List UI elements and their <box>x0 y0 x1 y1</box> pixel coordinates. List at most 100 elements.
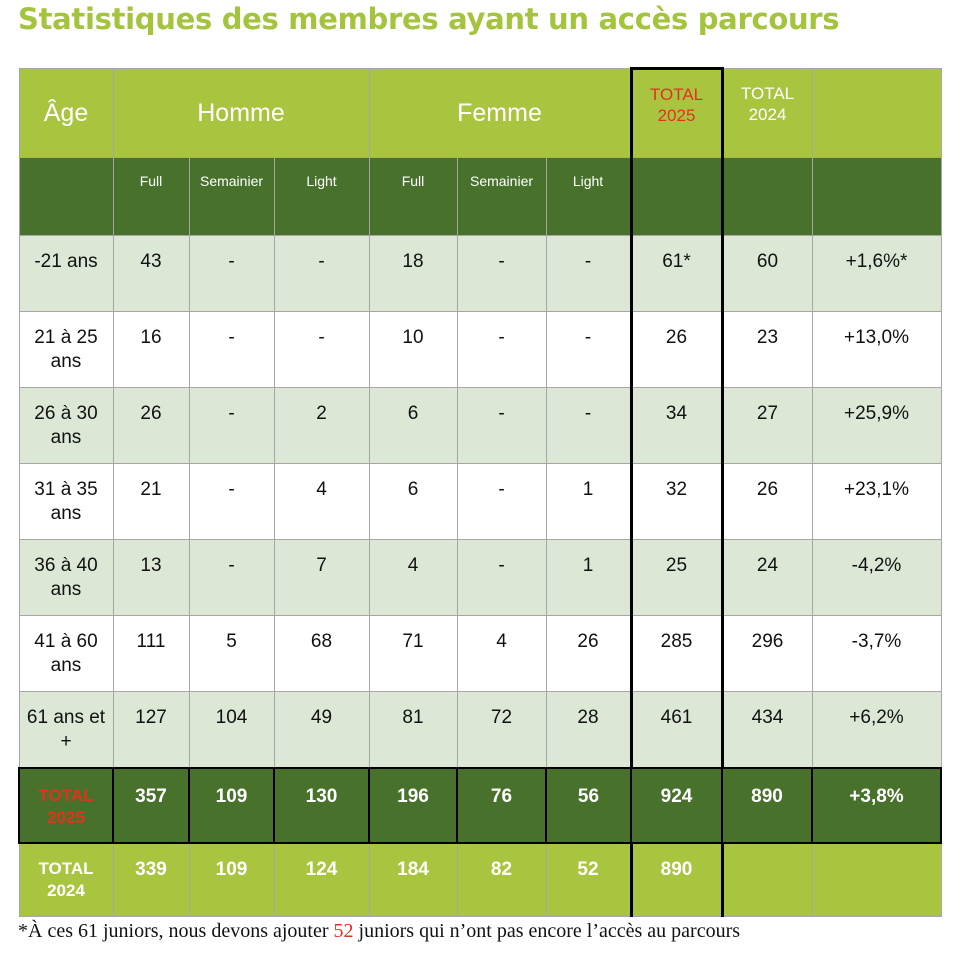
table-row: 26 à 30 ans 26-2 6- -34 27 +25,9% <box>18 387 942 464</box>
table-cell: - <box>456 539 547 616</box>
table-cell: - <box>188 539 275 616</box>
table-cell: - <box>545 387 632 464</box>
table-row: 31 à 35 ans 21-4 6-1 32 26 +23,1% <box>18 463 942 540</box>
table-cell: 1 <box>545 463 632 540</box>
table-cell: - <box>456 235 547 312</box>
table-cell: 924 <box>630 766 723 844</box>
table-cell: +25,9% <box>811 387 942 464</box>
table-cell: 890 <box>629 842 724 917</box>
table-cell: 49 <box>273 691 370 768</box>
header-variation <box>811 68 942 158</box>
table-cell: -3,7% <box>811 615 942 692</box>
row-label: 31 à 35 ans <box>18 463 114 540</box>
table-cell: 81 <box>368 691 458 768</box>
table-cell: 56 <box>545 766 632 844</box>
table-cell: 285 <box>629 615 724 692</box>
members-table: Âge Homme Femme TOTAL 2025 TOTAL 2024 Fu… <box>18 67 942 917</box>
table-cell: 24 <box>721 539 813 616</box>
table-cell: 32 <box>629 463 724 540</box>
table-cell: - <box>188 235 275 312</box>
table-cell: 25 <box>629 539 724 616</box>
table-cell: 184 <box>368 842 458 917</box>
table-cell: 124 <box>273 842 370 917</box>
table-cell: 27 <box>721 387 813 464</box>
table-cell: 127 <box>112 691 190 768</box>
total-2025-row: TOTAL 2025 357 109 130 196 76 56 924 890 +3,8% <box>18 766 942 844</box>
table-cell: 13 <box>112 539 190 616</box>
table-cell: 130 <box>273 766 370 844</box>
table-cell: - <box>545 235 632 312</box>
table-cell: - <box>273 311 370 388</box>
table-cell: 18 <box>368 235 458 312</box>
row-label: -21 ans <box>18 235 114 312</box>
table-cell: 434 <box>721 691 813 768</box>
footnote: *À ces 61 juniors, nous devons ajouter 5… <box>18 920 740 943</box>
header-age: Âge <box>18 68 114 158</box>
table-cell: 6 <box>368 463 458 540</box>
table-cell: 28 <box>545 691 632 768</box>
table-cell: - <box>456 311 547 388</box>
table-cell: 26 <box>545 615 632 692</box>
table-cell: 10 <box>368 311 458 388</box>
table-cell: 109 <box>188 842 275 917</box>
subheader-row: Full Semainier Light Full Semainier Ligh… <box>18 157 942 236</box>
table-cell: - <box>188 311 275 388</box>
table-cell: 339 <box>112 842 190 917</box>
table-cell: 71 <box>368 615 458 692</box>
table-cell: 109 <box>188 766 275 844</box>
table-cell: 111 <box>112 615 190 692</box>
subheader-cell: Light <box>273 157 370 236</box>
table-cell: 26 <box>112 387 190 464</box>
table-row: 36 à 40 ans 13-7 4-1 25 24 -4,2% <box>18 539 942 616</box>
header-row: Âge Homme Femme TOTAL 2025 TOTAL 2024 <box>18 67 942 158</box>
table-cell: 2 <box>273 387 370 464</box>
row-label: 36 à 40 ans <box>18 539 114 616</box>
table-cell: 34 <box>629 387 724 464</box>
table-cell: 43 <box>112 235 190 312</box>
table-cell: 890 <box>721 766 813 844</box>
table-cell: 16 <box>112 311 190 388</box>
table-cell: +13,0% <box>811 311 942 388</box>
table-cell: 4 <box>368 539 458 616</box>
table-cell: 196 <box>368 766 458 844</box>
subheader-cell: Full <box>368 157 458 236</box>
table-cell: 7 <box>273 539 370 616</box>
table-cell: 104 <box>188 691 275 768</box>
table-cell: 357 <box>112 766 190 844</box>
header-homme: Homme <box>112 68 370 158</box>
table-cell: 23 <box>721 311 813 388</box>
table-cell: 68 <box>273 615 370 692</box>
footnote-highlight: 52 <box>333 920 354 942</box>
table-cell: 5 <box>188 615 275 692</box>
subheader-empty <box>629 157 724 236</box>
table-cell: - <box>188 463 275 540</box>
table-cell: -4,2% <box>811 539 942 616</box>
subheader-empty <box>811 157 942 236</box>
table-cell: - <box>456 463 547 540</box>
table-cell <box>721 842 813 917</box>
row-label: TOTAL 2025 <box>18 766 114 844</box>
table-cell: - <box>456 387 547 464</box>
table-cell: 52 <box>545 842 632 917</box>
table-row: 21 à 25 ans 16- -10- -26 23 +13,0% <box>18 311 942 388</box>
table-cell: 1 <box>545 539 632 616</box>
table-cell: 60 <box>721 235 813 312</box>
table-cell: +1,6%* <box>811 235 942 312</box>
table-row: 41 à 60 ans 111 5 68 71 4 26 285 296 -3,7% <box>18 615 942 692</box>
table-cell: - <box>188 387 275 464</box>
subheader-empty <box>721 157 813 236</box>
table-cell: 21 <box>112 463 190 540</box>
table-row: 61 ans et +127 104 49 81 72 28 461 434 +6,2% <box>18 691 942 768</box>
table-cell: +23,1% <box>811 463 942 540</box>
table-cell: - <box>545 311 632 388</box>
subheader-cell: Semainier <box>188 157 275 236</box>
table-cell: +3,8% <box>811 766 942 844</box>
row-label: 21 à 25 ans <box>18 311 114 388</box>
table-cell: 4 <box>456 615 547 692</box>
header-total-2025: TOTAL 2025 <box>629 67 724 158</box>
subheader-cell: Light <box>545 157 632 236</box>
table-cell: 461 <box>629 691 724 768</box>
table-cell: 296 <box>721 615 813 692</box>
row-label: TOTAL 2024 <box>18 842 114 917</box>
table-cell: 4 <box>273 463 370 540</box>
